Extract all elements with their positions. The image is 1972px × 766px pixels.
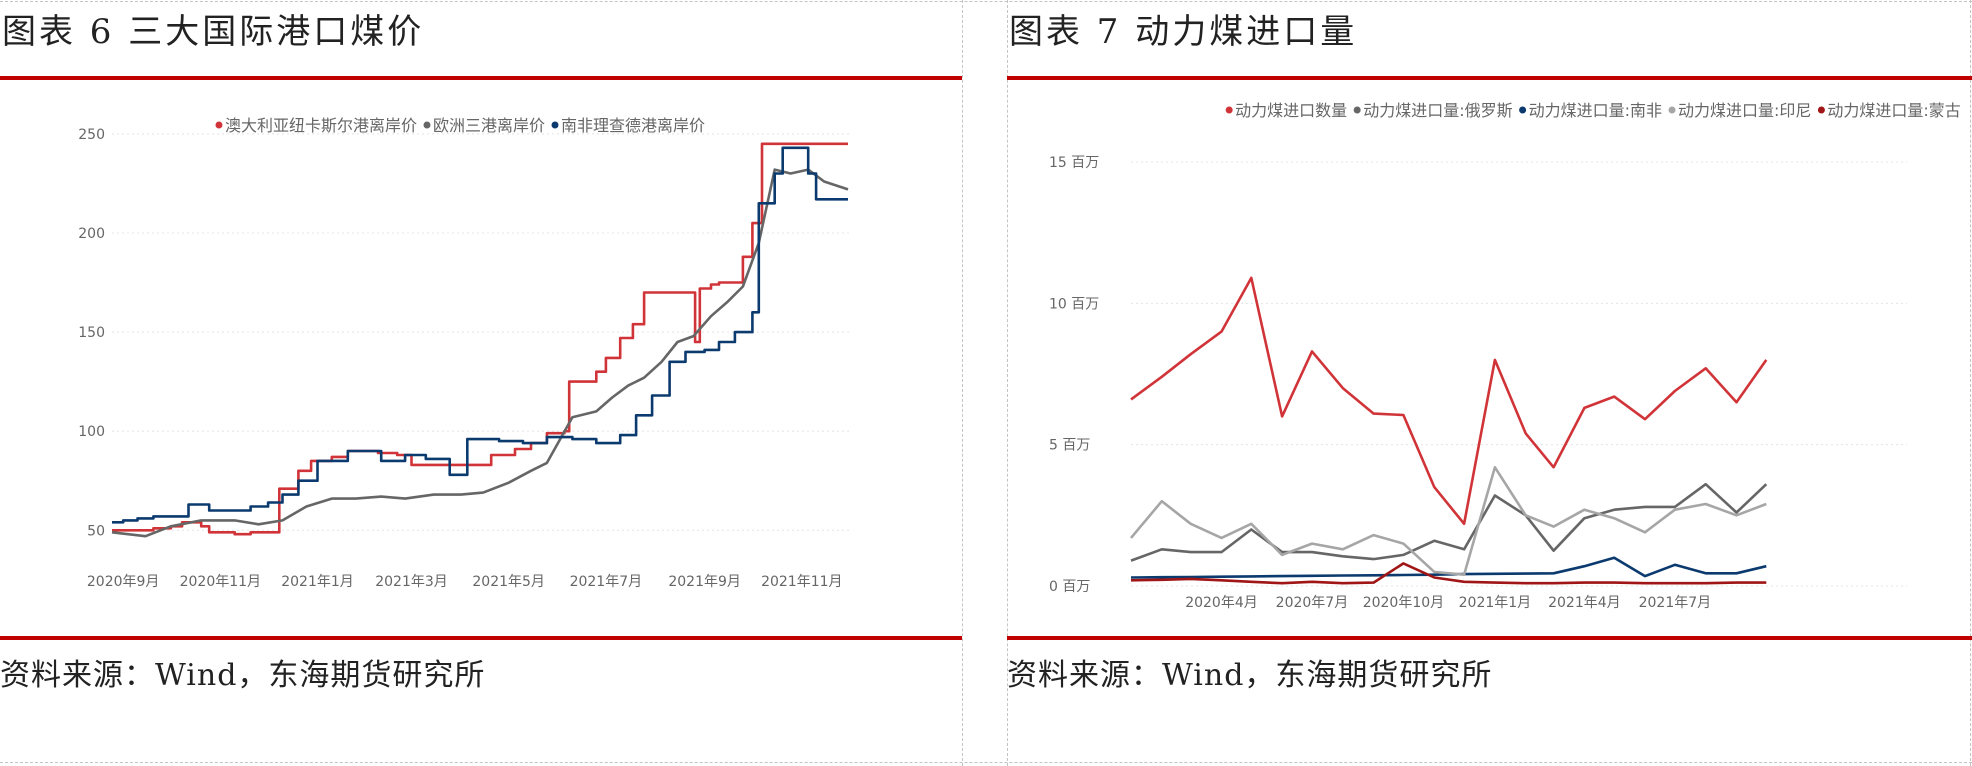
legend-label: 动力煤进口量:蒙古 xyxy=(1827,101,1960,120)
legend-label: 南非理查德港离岸价 xyxy=(561,116,705,135)
port-coal-price-chart: 50 100 150 200 250 2020年9月 2020年11月 2021年1月 2021… xyxy=(78,116,850,590)
series-line xyxy=(111,168,849,538)
legend-marker xyxy=(1668,106,1676,114)
y-tick-label: 50 xyxy=(87,523,105,539)
y-tick-label: 5 百万 xyxy=(1049,438,1090,454)
series-line xyxy=(1130,562,1767,585)
frame-divider-left xyxy=(962,0,963,766)
legend-marker xyxy=(1225,106,1233,114)
series-line xyxy=(112,142,848,536)
y-tick-label: 200 xyxy=(78,226,105,242)
x-tick-label: 2020年4月 xyxy=(1185,595,1258,611)
x-tick-label: 2021年9月 xyxy=(668,574,741,590)
y-tick-label: 150 xyxy=(78,325,105,341)
x-tick-label: 2021年11月 xyxy=(761,574,842,590)
x-tick-label: 2020年9月 xyxy=(87,574,160,590)
series-line xyxy=(112,146,848,524)
source-rule xyxy=(1007,636,1972,640)
legend-marker xyxy=(1519,106,1527,114)
legend-label: 澳大利亚纽卡斯尔港离岸价 xyxy=(225,116,417,135)
chart-legend: 澳大利亚纽卡斯尔港离岸价 欧洲三港离岸价 南非理查德港离岸价 xyxy=(215,116,705,135)
title-rule xyxy=(1007,76,1972,80)
bottom-frame-line xyxy=(0,762,1972,763)
legend-marker xyxy=(1353,106,1361,114)
frame-divider-right xyxy=(1007,0,1008,766)
coal-import-panel: 图表 7 动力煤进口量 0 百万 5 百万 10 百万 15 百万 2020年4月 202… xyxy=(1007,0,1972,766)
source-note: 资料来源：Wind，东海期货研究所 xyxy=(0,658,486,693)
series-line xyxy=(1130,466,1767,576)
coal-import-volume-chart: 0 百万 5 百万 10 百万 15 百万 2020年4月 2020年7月 2020年10月… xyxy=(1049,101,1961,611)
legend-marker xyxy=(215,121,223,129)
x-tick-label: 2021年7月 xyxy=(570,574,643,590)
y-tick-label: 100 xyxy=(78,424,105,440)
legend-marker xyxy=(551,121,559,129)
x-tick-label: 2021年1月 xyxy=(281,574,354,590)
y-tick-label: 250 xyxy=(78,127,105,143)
panel-title: 图表 6 三大国际港口煤价 xyxy=(2,12,425,52)
legend-marker xyxy=(423,121,431,129)
x-tick-label: 2020年11月 xyxy=(180,574,261,590)
legend-label: 动力煤进口量:印尼 xyxy=(1678,101,1811,120)
x-tick-label: 2021年1月 xyxy=(1459,595,1532,611)
legend-marker xyxy=(1817,106,1825,114)
x-tick-label: 2021年3月 xyxy=(375,574,448,590)
legend-label: 动力煤进口量:南非 xyxy=(1529,101,1662,120)
top-frame-line xyxy=(0,1,1972,2)
coal-price-panel: 图表 6 三大国际港口煤价 50 100 150 200 250 2020年9月 2020年… xyxy=(0,0,962,766)
series-line xyxy=(1130,482,1768,562)
frame-right-edge xyxy=(1970,0,1971,766)
x-tick-label: 2021年7月 xyxy=(1639,595,1712,611)
x-tick-label: 2020年7月 xyxy=(1276,595,1349,611)
legend-label: 欧洲三港离岸价 xyxy=(433,116,545,135)
y-tick-label: 0 百万 xyxy=(1049,579,1090,595)
x-tick-label: 2020年10月 xyxy=(1363,595,1444,611)
title-rule xyxy=(0,76,962,80)
y-tick-label: 10 百万 xyxy=(1049,296,1099,312)
x-tick-label: 2021年5月 xyxy=(472,574,545,590)
panel-title: 图表 7 动力煤进口量 xyxy=(1009,12,1358,52)
y-tick-label: 15 百万 xyxy=(1049,155,1099,171)
legend-label: 动力煤进口量:俄罗斯 xyxy=(1363,101,1512,120)
x-tick-label: 2021年4月 xyxy=(1548,595,1621,611)
chart-legend: 动力煤进口数量 动力煤进口量:俄罗斯 动力煤进口量:南非 动力煤进口量:印尼 动力煤进口… xyxy=(1225,101,1961,120)
series-line xyxy=(1130,276,1768,526)
legend-label: 动力煤进口数量 xyxy=(1235,101,1347,120)
source-rule xyxy=(0,636,962,640)
source-note: 资料来源：Wind，东海期货研究所 xyxy=(1007,658,1493,693)
